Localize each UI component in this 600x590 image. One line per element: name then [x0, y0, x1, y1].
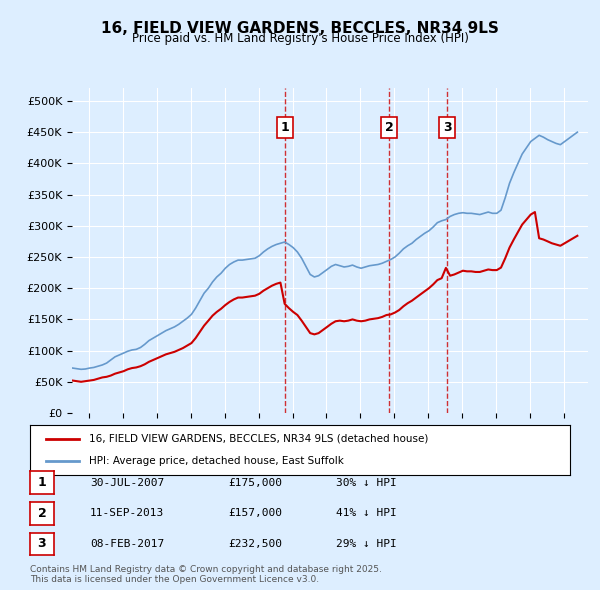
Text: 2: 2	[385, 121, 394, 134]
Text: HPI: Average price, detached house, East Suffolk: HPI: Average price, detached house, East…	[89, 456, 344, 466]
Text: 2: 2	[38, 507, 46, 520]
Text: 11-SEP-2013: 11-SEP-2013	[90, 509, 164, 518]
Text: Contains HM Land Registry data © Crown copyright and database right 2025.
This d: Contains HM Land Registry data © Crown c…	[30, 565, 382, 584]
Text: 29% ↓ HPI: 29% ↓ HPI	[336, 539, 397, 549]
Text: 3: 3	[38, 537, 46, 550]
Text: 1: 1	[281, 121, 290, 134]
Text: 16, FIELD VIEW GARDENS, BECCLES, NR34 9LS (detached house): 16, FIELD VIEW GARDENS, BECCLES, NR34 9L…	[89, 434, 429, 444]
Text: 41% ↓ HPI: 41% ↓ HPI	[336, 509, 397, 518]
Text: £157,000: £157,000	[228, 509, 282, 518]
Text: 16, FIELD VIEW GARDENS, BECCLES, NR34 9LS: 16, FIELD VIEW GARDENS, BECCLES, NR34 9L…	[101, 21, 499, 35]
Text: 3: 3	[443, 121, 451, 134]
Text: 08-FEB-2017: 08-FEB-2017	[90, 539, 164, 549]
Text: £232,500: £232,500	[228, 539, 282, 549]
Text: Price paid vs. HM Land Registry's House Price Index (HPI): Price paid vs. HM Land Registry's House …	[131, 32, 469, 45]
Text: £175,000: £175,000	[228, 478, 282, 487]
Text: 30% ↓ HPI: 30% ↓ HPI	[336, 478, 397, 487]
Text: 30-JUL-2007: 30-JUL-2007	[90, 478, 164, 487]
Text: 1: 1	[38, 476, 46, 489]
